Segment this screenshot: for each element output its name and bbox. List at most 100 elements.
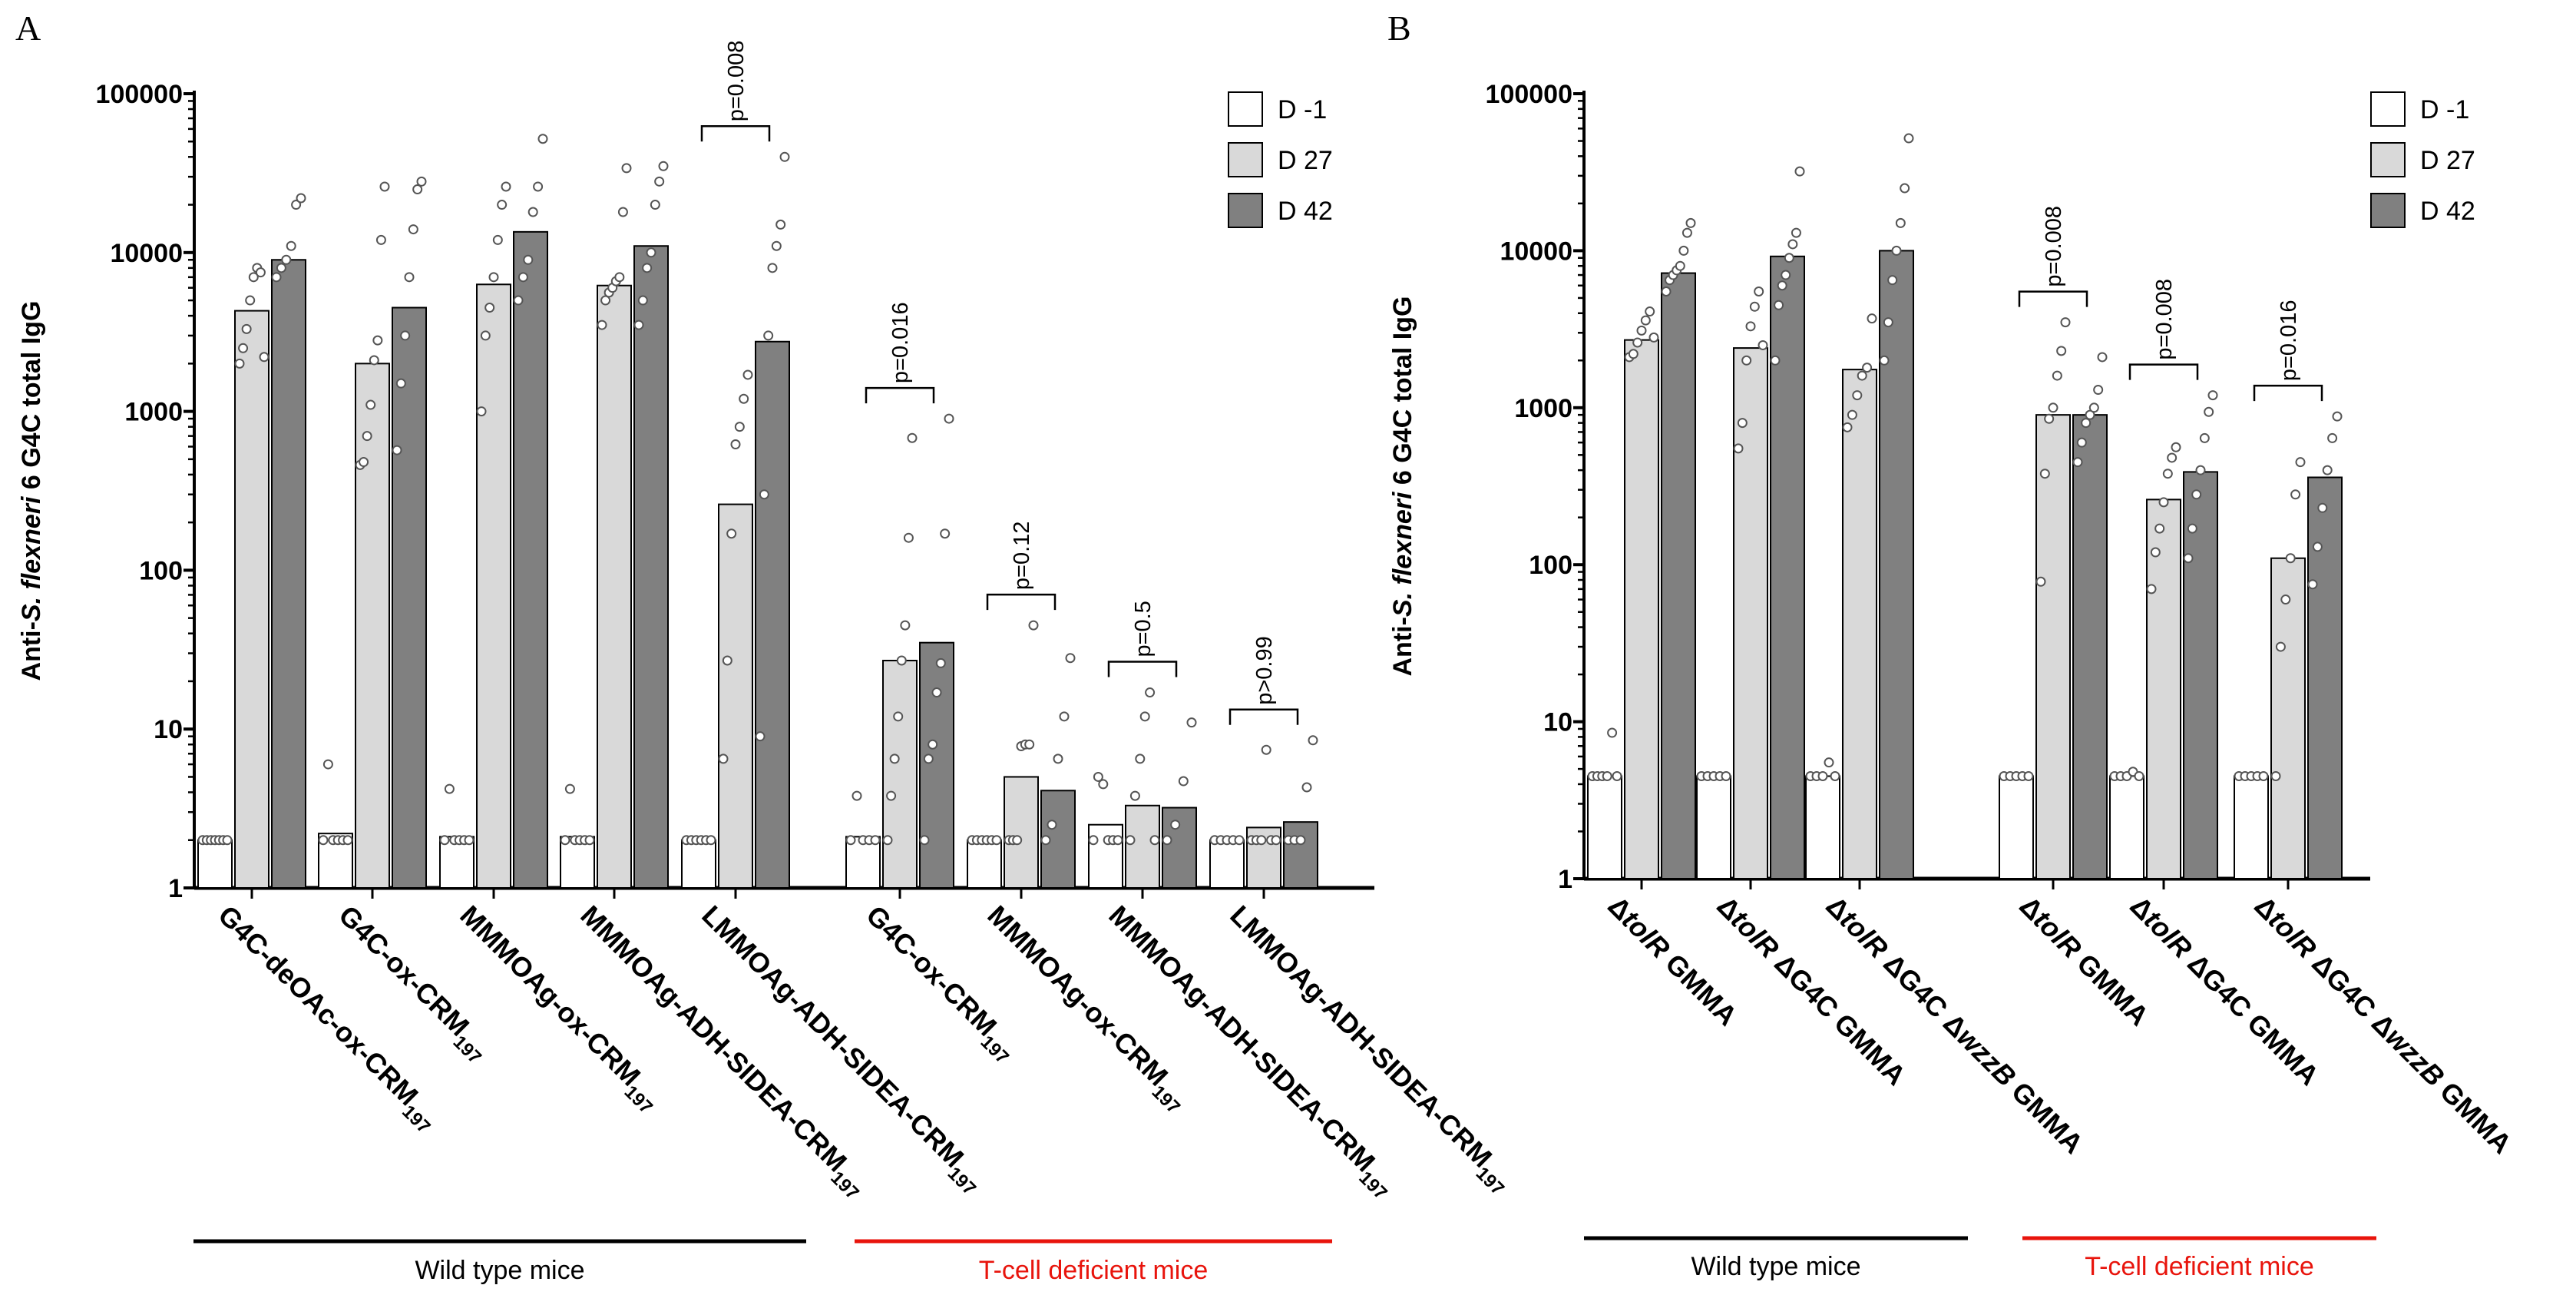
data-point <box>259 352 270 363</box>
data-point <box>2171 442 2181 452</box>
data-point <box>395 378 406 389</box>
bar <box>355 363 390 889</box>
y-axis-label-part: 6 G4C total IgG <box>1388 296 1417 492</box>
bar <box>1842 369 1877 879</box>
data-point <box>896 655 907 666</box>
panel-label: B <box>1387 8 1411 48</box>
data-point <box>2088 402 2099 413</box>
group-label: T-cell deficient mice <box>979 1256 1209 1285</box>
data-point <box>439 835 450 846</box>
data-point <box>238 343 249 353</box>
data-point <box>484 303 495 313</box>
category-label-part: ΔG4C Δ <box>2300 942 2402 1043</box>
data-point <box>889 753 900 764</box>
category-label-part: GMMA <box>2065 942 2155 1032</box>
legend-label: D 27 <box>1278 146 1333 175</box>
data-point <box>2039 469 2050 479</box>
data-point <box>255 267 266 278</box>
data-point <box>1678 245 1689 256</box>
y-tick-label: 1000 <box>1514 394 1572 423</box>
y-tick-label: 1000 <box>124 398 183 427</box>
data-point <box>1602 770 1612 781</box>
data-point <box>650 200 660 210</box>
group-label: T-cell deficient mice <box>2085 1252 2314 1281</box>
data-point <box>1024 739 1035 750</box>
bar <box>1209 839 1245 889</box>
bar <box>1004 776 1039 889</box>
data-point <box>1754 286 1764 296</box>
data-point <box>991 835 1002 846</box>
data-point <box>400 330 411 341</box>
data-point <box>706 835 716 846</box>
data-point <box>597 320 607 330</box>
legend-label: D 27 <box>2420 146 2475 175</box>
bar <box>234 310 270 889</box>
data-point <box>730 439 741 450</box>
data-point <box>318 835 329 846</box>
data-point <box>726 528 737 539</box>
data-point <box>900 620 911 631</box>
bar <box>755 340 790 889</box>
bar <box>1733 347 1768 879</box>
data-point <box>2312 542 2323 552</box>
data-point <box>464 835 475 846</box>
data-point <box>646 247 656 258</box>
category-label-part: ΔG4C Δ <box>1872 942 1973 1043</box>
data-point <box>412 184 423 195</box>
data-point <box>2275 641 2286 652</box>
data-point <box>755 731 766 742</box>
legend-label: D 42 <box>1278 197 1333 226</box>
data-point <box>1047 820 1057 830</box>
y-axis-label-species: S. flexneri <box>1388 491 1417 617</box>
data-point <box>1661 286 1672 296</box>
data-point <box>2167 452 2178 463</box>
data-point <box>480 330 491 341</box>
data-point <box>1028 620 1039 631</box>
data-point <box>444 783 455 794</box>
data-point <box>1129 790 1140 801</box>
data-point <box>1857 370 1867 381</box>
y-tick-label: 10 <box>1543 708 1572 737</box>
bar <box>197 839 233 889</box>
bar <box>681 839 716 889</box>
data-point <box>2187 523 2197 534</box>
bar <box>2183 471 2218 879</box>
p-value-label: p=0.016 <box>888 302 913 383</box>
data-point <box>2183 553 2194 564</box>
significance-bracket <box>1107 661 1178 677</box>
bar <box>1770 255 1805 879</box>
data-point <box>1758 339 1768 350</box>
bar <box>919 641 954 889</box>
data-point <box>1636 325 1647 336</box>
data-point <box>1308 735 1318 746</box>
data-point <box>1149 835 1160 846</box>
data-point <box>1842 422 1853 432</box>
data-point <box>852 790 862 801</box>
y-tick-label: 100 <box>1529 551 1572 580</box>
bar <box>1088 823 1123 889</box>
significance-bracket <box>865 386 935 404</box>
category-label-part: GMMA <box>2429 1070 2518 1160</box>
bar <box>1283 821 1318 889</box>
data-point <box>1178 776 1189 787</box>
data-point <box>1895 217 1906 228</box>
data-point <box>2207 390 2218 401</box>
y-tick-label: 1 <box>1558 865 1572 894</box>
data-point <box>1733 443 1744 454</box>
y-axis-label-species: S. flexneri <box>17 495 46 621</box>
bar <box>439 836 475 889</box>
data-point <box>488 272 499 283</box>
data-point <box>1256 835 1267 846</box>
data-point <box>633 320 644 330</box>
data-point <box>416 176 427 187</box>
data-point <box>1648 332 1659 343</box>
y-axis-label: Anti-S. flexneri 6 G4C total IgG <box>17 301 46 681</box>
significance-bracket <box>986 593 1057 611</box>
data-point <box>1271 835 1281 846</box>
bar <box>1125 804 1160 889</box>
data-point <box>2060 317 2071 328</box>
data-point <box>763 330 774 341</box>
data-point <box>1012 835 1023 846</box>
